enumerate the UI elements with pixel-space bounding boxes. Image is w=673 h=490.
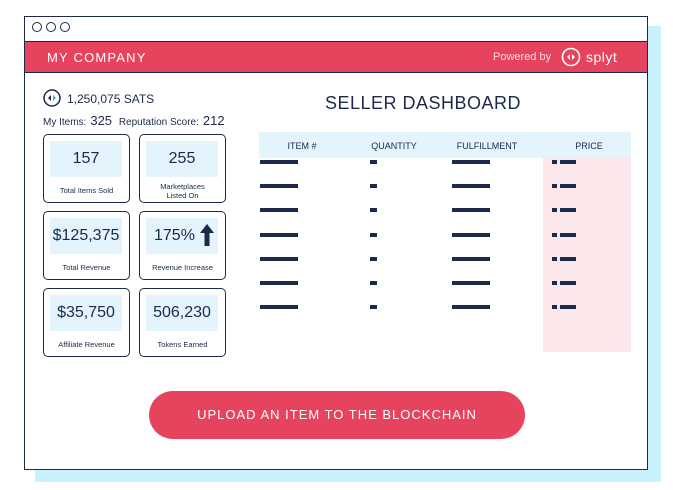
stat-value: 255: [146, 141, 218, 177]
item-placeholder: [260, 184, 298, 189]
column-header-fulfillment: FULFILLMENT: [456, 141, 518, 151]
window-control-dot[interactable]: [46, 22, 56, 32]
arrow-up-icon: [200, 224, 214, 246]
fulfillment-placeholder: [452, 256, 490, 261]
column-header-quantity: QUANTITY: [371, 141, 417, 151]
stat-card-tokens-earned: 506,230 Tokens Earned: [139, 288, 226, 357]
item-placeholder: [260, 256, 298, 261]
price-placeholder: [552, 232, 557, 237]
my-items-count: 325: [90, 113, 113, 128]
quantity-placeholder: [370, 256, 377, 261]
item-placeholder: [260, 160, 298, 164]
item-placeholder: [260, 208, 298, 213]
fulfillment-placeholder: [452, 184, 490, 189]
fulfillment-placeholder: [452, 281, 490, 285]
stat-card-affiliate-revenue: $35,750 Affiliate Revenue: [43, 288, 130, 357]
stat-card-marketplaces: 255 Marketplaces Listed On: [139, 134, 226, 203]
stat-label: Total Items Sold: [59, 186, 114, 195]
price-placeholder: [560, 160, 576, 164]
column-header-item: ITEM #: [287, 141, 317, 151]
company-name: MY COMPANY: [47, 50, 147, 65]
fulfillment-placeholder: [452, 160, 490, 164]
app-window: MY COMPANY Powered by splyt 1,250,075 SA…: [24, 16, 648, 470]
sats-balance: 1,250,075 SATS: [67, 92, 155, 106]
price-placeholder: [552, 281, 557, 285]
window-control-dot[interactable]: [32, 22, 42, 32]
title-bar: [25, 17, 647, 41]
column-header-price: PRICE: [575, 141, 603, 151]
fulfillment-placeholder: [452, 208, 490, 213]
stat-card-revenue-increase: 175% Revenue Increase: [139, 211, 226, 280]
stat-label: Marketplaces Listed On: [160, 182, 205, 200]
quantity-placeholder: [370, 208, 377, 213]
stat-label: Affiliate Revenue: [58, 340, 115, 349]
item-placeholder: [260, 305, 298, 310]
dashboard-title: SELLER DASHBOARD: [325, 93, 522, 113]
price-placeholder: [552, 184, 557, 189]
stat-value: 157: [50, 141, 122, 177]
price-placeholder: [560, 208, 576, 213]
price-placeholder: [560, 232, 576, 237]
table-header: ITEM # QUANTITY FULFILLMENT PRICE: [259, 132, 631, 158]
stat-value: $125,375: [50, 218, 122, 254]
quantity-placeholder: [370, 305, 377, 310]
seller-stats: My Items: 325 Reputation Score: 212: [43, 113, 229, 128]
stat-label: Total Revenue: [62, 263, 111, 272]
stat-card-total-revenue: $125,375 Total Revenue: [43, 211, 130, 280]
splyt-token-icon: [43, 89, 61, 107]
fulfillment-placeholder: [452, 232, 490, 237]
price-placeholder: [560, 256, 576, 261]
price-placeholder: [552, 305, 557, 310]
price-placeholder: [552, 208, 557, 213]
quantity-placeholder: [370, 184, 377, 189]
stat-value: 506,230: [146, 295, 218, 331]
stat-label: Tokens Earned: [157, 340, 208, 349]
stat-card-items-sold: 157 Total Items Sold: [43, 134, 130, 203]
quantity-placeholder: [370, 232, 377, 237]
price-placeholder: [560, 184, 576, 189]
stat-label: Revenue Increase: [152, 263, 213, 272]
price-placeholder: [560, 281, 576, 285]
quantity-placeholder: [370, 160, 377, 164]
splyt-logo-icon: [561, 47, 581, 67]
window-control-dot[interactable]: [60, 22, 70, 32]
quantity-placeholder: [370, 281, 377, 285]
price-placeholder: [552, 256, 557, 261]
upload-item-button[interactable]: UPLOAD AN ITEM TO THE BLOCKCHAIN: [149, 391, 525, 439]
reputation-score: 212: [202, 113, 225, 128]
my-items-label: My Items:: [43, 117, 87, 128]
reputation-label: Reputation Score:: [118, 117, 199, 128]
stat-value: $35,750: [50, 295, 122, 331]
brand-name: splyt: [586, 49, 618, 65]
item-placeholder: [260, 232, 298, 237]
item-placeholder: [260, 281, 298, 285]
app-header: MY COMPANY Powered by splyt: [25, 41, 647, 73]
price-column-highlight: [543, 158, 631, 352]
powered-by-label: Powered by: [493, 51, 552, 63]
fulfillment-placeholder: [452, 305, 490, 310]
price-placeholder: [552, 160, 557, 164]
price-placeholder: [560, 305, 576, 310]
